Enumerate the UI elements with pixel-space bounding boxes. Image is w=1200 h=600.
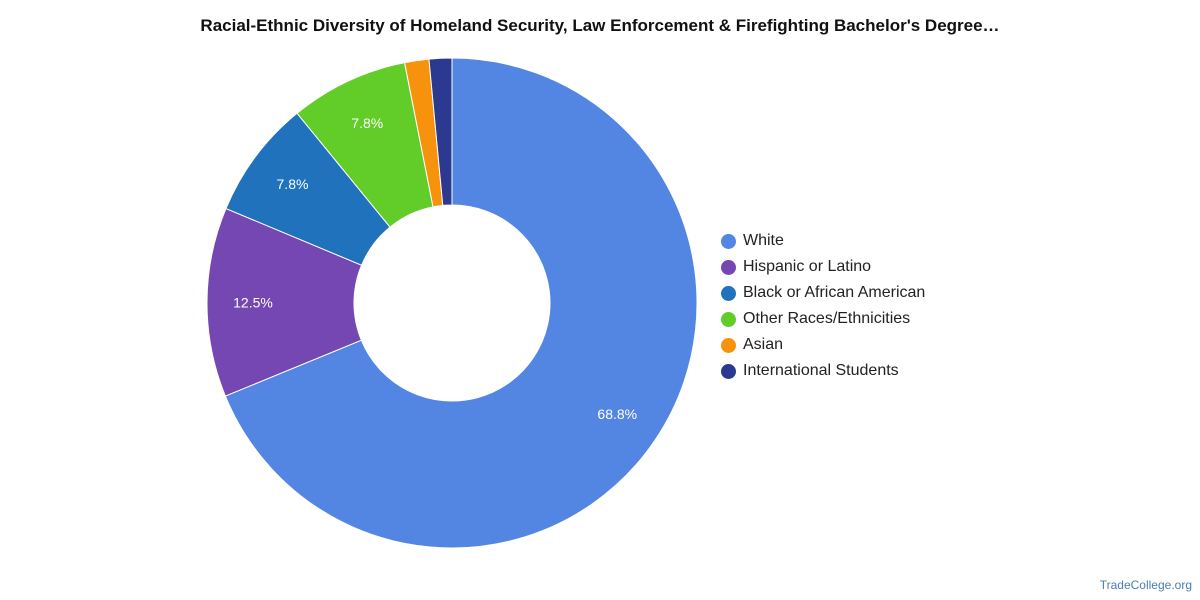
legend-item-white[interactable]: White — [721, 228, 925, 254]
legend-item-asian[interactable]: Asian — [721, 332, 925, 358]
donut-slices — [206, 57, 698, 549]
slice-label-white: 68.8% — [597, 406, 637, 422]
legend-item-hispanic-or-latino[interactable]: Hispanic or Latino — [721, 254, 925, 280]
legend-label: Black or African American — [743, 284, 926, 301]
slice-label-other-races-ethnicities: 7.8% — [351, 115, 383, 131]
legend-label: White — [743, 232, 784, 249]
slice-label-black-or-african-american: 7.8% — [277, 176, 309, 192]
legend-swatch — [721, 337, 736, 353]
legend-item-black-or-african-american[interactable]: Black or African American — [721, 280, 925, 306]
legend-label: Other Races/Ethnicities — [743, 310, 911, 327]
legend-swatch — [721, 363, 736, 379]
slice-label-hispanic-or-latino: 12.5% — [233, 294, 273, 310]
legend-label: Asian — [743, 336, 784, 353]
legend-label: International Students — [743, 362, 899, 379]
legend-label: Hispanic or Latino — [743, 258, 872, 275]
legend-swatch — [721, 259, 736, 275]
slice-hispanic-or-latino[interactable] — [206, 207, 363, 397]
watermark: TradeCollege.org — [1099, 578, 1192, 592]
chart-legend: White Hispanic or Latino Black or African … — [721, 228, 925, 384]
legend-item-other-races-ethnicities[interactable]: Other Races/Ethnicities — [721, 306, 925, 332]
legend-swatch — [721, 285, 736, 301]
slice-white[interactable] — [224, 57, 698, 549]
legend-swatch — [721, 311, 736, 327]
legend-item-international-students[interactable]: International Students — [721, 358, 925, 384]
legend-swatch — [721, 233, 736, 249]
slice-international-students[interactable] — [428, 57, 453, 206]
slice-labels: 68.8% 12.5% 7.8% 7.8% — [233, 115, 637, 422]
chart-title: Racial-Ethnic Diversity of Homeland Secu… — [200, 16, 1000, 35]
